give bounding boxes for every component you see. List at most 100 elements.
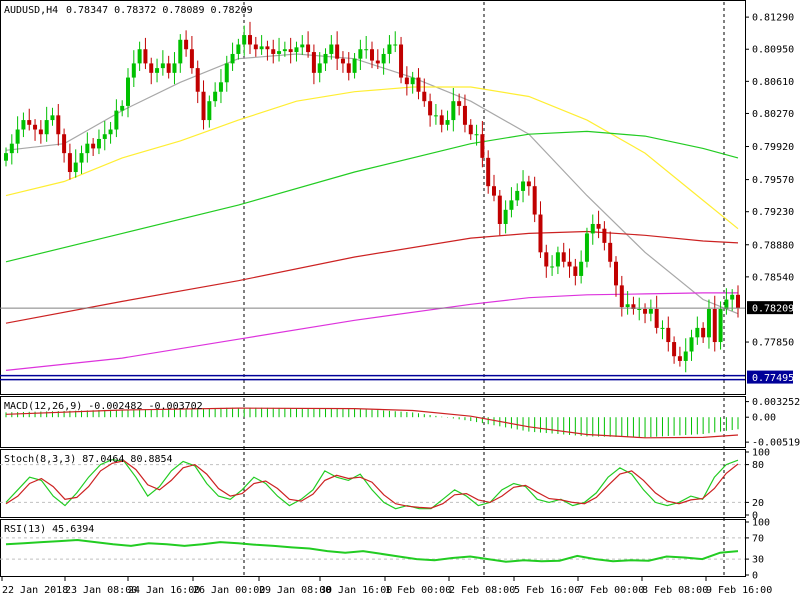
- candle-body: [102, 134, 107, 139]
- candle-body: [108, 129, 113, 135]
- candle-body: [468, 124, 473, 135]
- candle-body: [50, 115, 55, 121]
- current-price-label: 0.78209: [752, 304, 794, 315]
- macd-y-tick-label: 0.003252: [752, 397, 800, 408]
- candle-body: [242, 35, 247, 45]
- candle-body: [602, 228, 607, 243]
- candle-body: [4, 153, 8, 161]
- macd-signal-line: [5, 407, 739, 439]
- candle-body: [189, 49, 194, 69]
- candle-body: [271, 49, 276, 54]
- candle-body: [619, 285, 624, 308]
- candle-body: [654, 308, 659, 328]
- x-tick-label: 5 Feb 16:00: [514, 585, 580, 596]
- candle-body: [166, 63, 171, 73]
- candle-body: [614, 261, 618, 286]
- y-tick-label: 0.81290: [752, 13, 794, 24]
- candle-body: [497, 195, 502, 224]
- candle-body: [91, 143, 96, 149]
- candle-body: [143, 49, 148, 64]
- x-tick-label: 24 Jan 16:00: [128, 585, 200, 596]
- y-tick-label: 0.80270: [752, 109, 794, 120]
- candle-body: [195, 68, 200, 92]
- candle-body: [56, 115, 61, 135]
- candle-body: [370, 49, 374, 61]
- candle-body: [15, 129, 20, 144]
- candle-body: [317, 63, 322, 73]
- candle-body: [236, 44, 241, 54]
- x-tick-label: 23 Jan 08:00: [65, 585, 137, 596]
- candle-body: [724, 299, 729, 309]
- candle-body: [259, 46, 264, 50]
- candle-body: [335, 44, 340, 59]
- macd-y-tick-label: -0.005197: [752, 438, 800, 449]
- candle-body: [27, 120, 32, 125]
- candle-body: [399, 44, 404, 78]
- macd-y-tick-label: 0.00: [752, 413, 776, 424]
- candle-body: [306, 44, 311, 53]
- x-tick-label: 8 Feb 08:00: [642, 585, 708, 596]
- candle-body: [457, 101, 462, 106]
- stoch-panel-frame: [0, 449, 746, 518]
- rsi-title: RSI(13) 45.6394: [4, 524, 94, 535]
- candle-body: [462, 105, 467, 125]
- y-tick-label: 0.78880: [752, 240, 794, 251]
- candle-body: [433, 115, 438, 117]
- candle-body: [706, 308, 711, 338]
- candle-body: [387, 44, 392, 54]
- candle-body: [503, 209, 508, 224]
- main-title: AUDUSD,H4: [4, 5, 58, 16]
- x-tick-label: 2 Feb 08:00: [449, 585, 515, 596]
- candle-body: [178, 39, 183, 64]
- candle-body: [288, 49, 293, 53]
- candle-body: [573, 266, 578, 276]
- x-tick-label: 22 Jan 2018: [2, 585, 68, 596]
- candle-body: [149, 63, 154, 73]
- blue-level-tag: [747, 370, 793, 384]
- rsi-y-tick-label: 30: [752, 555, 764, 566]
- candle-body: [521, 181, 526, 191]
- candle-body: [555, 252, 560, 267]
- candle-body: [596, 223, 601, 229]
- candle-body: [701, 327, 706, 338]
- rsi-panel-frame: [0, 519, 746, 577]
- macd-panel-frame: [0, 396, 746, 448]
- candle-body: [329, 44, 334, 54]
- candle-body: [364, 49, 369, 51]
- candle-body: [666, 327, 671, 343]
- candle-body: [282, 49, 287, 52]
- candle-body: [672, 342, 677, 357]
- candle-body: [184, 39, 189, 50]
- rsi-line: [5, 538, 739, 563]
- candle-body: [85, 143, 90, 154]
- candle-body: [492, 186, 496, 196]
- stoch-y-tick-label: 80: [752, 460, 764, 471]
- candle-body: [509, 200, 514, 210]
- candle-body: [207, 101, 212, 121]
- candle-body: [730, 294, 735, 300]
- stoch-main-line: [5, 458, 739, 510]
- candle-body: [550, 266, 555, 268]
- blue-level-label: 0.77495: [752, 373, 794, 384]
- stoch-y-tick-label: 20: [752, 498, 764, 509]
- candle-body: [120, 105, 125, 111]
- x-tick-label: 29 Jan 08:00: [259, 585, 331, 596]
- candle-body: [62, 134, 67, 154]
- y-tick-label: 0.79230: [752, 207, 794, 218]
- candle-body: [21, 120, 26, 130]
- candle-body: [9, 143, 14, 154]
- rsi-y-tick-label: 0: [752, 571, 758, 582]
- candle-body: [544, 252, 549, 267]
- candle-body: [428, 101, 433, 116]
- candle-body: [73, 162, 78, 173]
- candle-body: [67, 153, 72, 173]
- candle-body: [532, 186, 537, 215]
- moving-average-green: [5, 130, 739, 263]
- candle-body: [416, 77, 421, 92]
- candle-body: [33, 124, 38, 130]
- candle-body: [526, 181, 531, 187]
- candle-body: [410, 77, 415, 85]
- candle-body: [213, 91, 218, 102]
- y-tick-label: 0.77850: [752, 338, 794, 349]
